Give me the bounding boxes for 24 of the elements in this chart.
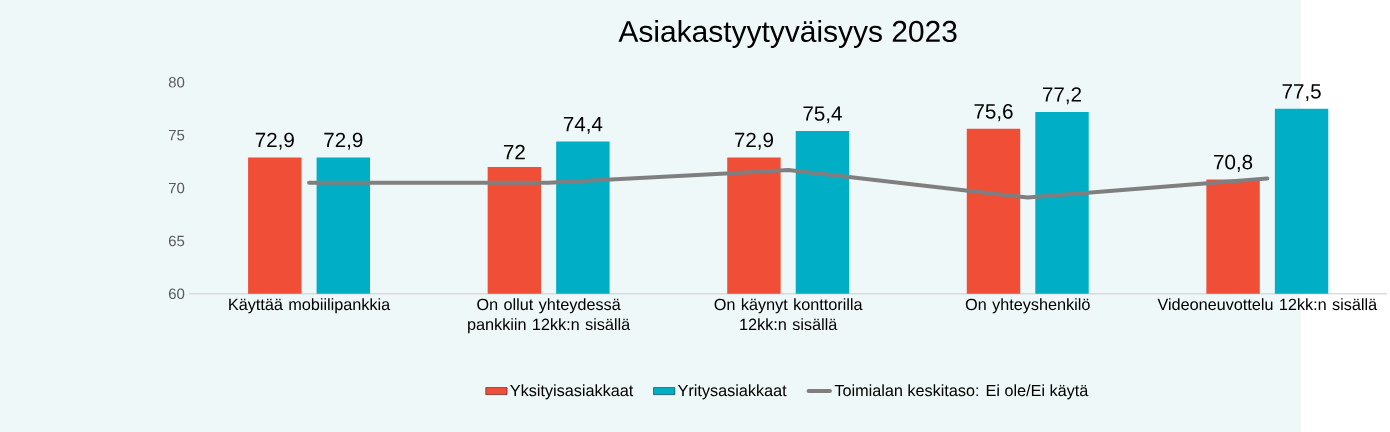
- chart-title: Asiakastyytyväisyys 2023: [618, 19, 957, 48]
- x-tick-label: On käynyt konttorilla 12kk:n sisällä: [714, 298, 863, 330]
- legend-label: Yritysasiakkaat: [677, 384, 787, 400]
- legend-label: Toimialan keskitaso: Ei ole/Ei käytä: [834, 384, 1089, 400]
- data-label: 70,8: [1214, 154, 1253, 172]
- y-tick-label: 60: [168, 288, 185, 299]
- y-tick-label: 70: [168, 182, 185, 194]
- data-label: 75,4: [803, 106, 842, 124]
- legend-label: Yksityisasiakkaat: [510, 384, 634, 400]
- data-label: 72,9: [734, 132, 773, 150]
- data-label: 77,2: [1043, 87, 1081, 105]
- data-label: 72: [503, 144, 525, 160]
- data-label: 72,9: [324, 132, 363, 150]
- data-label: 75,6: [974, 103, 1013, 121]
- data-label: 74,4: [563, 116, 603, 134]
- x-tick-label: On yhteyshenkilö: [965, 298, 1090, 314]
- data-label: 72,9: [255, 132, 294, 150]
- x-tick-label: Videoneuvottelu 12kk:n sisällä: [1157, 298, 1378, 310]
- data-label: 77,5: [1282, 84, 1321, 101]
- x-tick-label: Käyttää mobiilipankkia: [229, 298, 391, 314]
- x-tick-label: On ollut yhteydessä pankkiin 12kk:n sisällä: [468, 298, 631, 334]
- y-tick-label: 80: [168, 76, 185, 88]
- y-tick-label: 65: [168, 235, 185, 247]
- y-tick-label: 75: [168, 129, 185, 141]
